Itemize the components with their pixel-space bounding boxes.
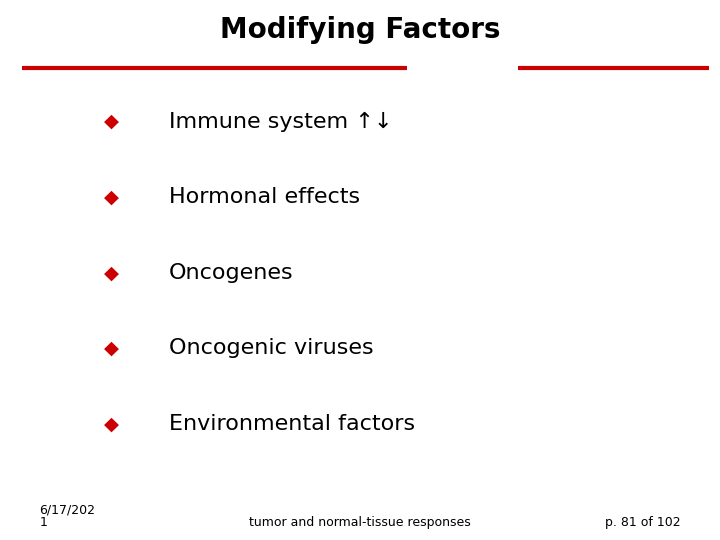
- Text: ◆: ◆: [104, 112, 119, 131]
- Text: Oncogenes: Oncogenes: [169, 262, 294, 283]
- Text: Environmental factors: Environmental factors: [169, 414, 415, 434]
- Text: ◆: ◆: [104, 339, 119, 358]
- Text: Hormonal effects: Hormonal effects: [169, 187, 360, 207]
- Text: Immune system ↑↓: Immune system ↑↓: [169, 111, 392, 132]
- Text: ◆: ◆: [104, 263, 119, 282]
- Text: Oncogenic viruses: Oncogenic viruses: [169, 338, 374, 359]
- Text: ◆: ◆: [104, 187, 119, 207]
- Text: 6/17/202
1: 6/17/202 1: [40, 503, 96, 529]
- Text: ◆: ◆: [104, 414, 119, 434]
- Text: tumor and normal-tissue responses: tumor and normal-tissue responses: [249, 516, 471, 529]
- Text: p. 81 of 102: p. 81 of 102: [605, 516, 680, 529]
- Text: Modifying Factors: Modifying Factors: [220, 16, 500, 44]
